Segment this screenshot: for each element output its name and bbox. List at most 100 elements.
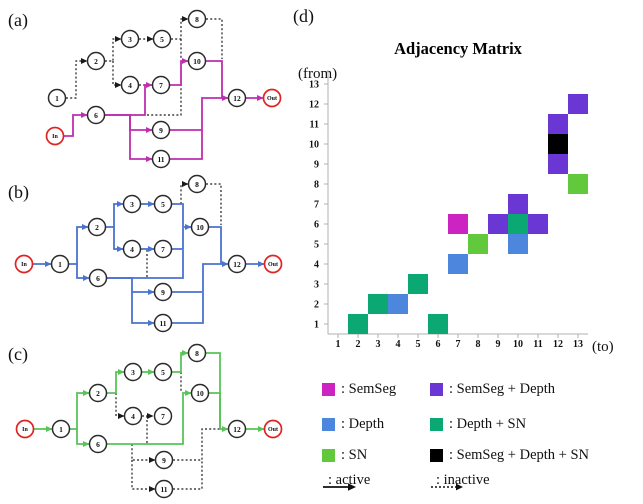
edge-5-10 [172,203,192,230]
node-4: 4 [123,406,143,426]
svg-text:8: 8 [195,349,199,358]
legend-label-sn: : SN [341,447,368,463]
x-tick-10: 10 [513,339,523,350]
node-In: In [15,419,35,439]
node-9: 9 [154,450,174,470]
edge-2-4 [115,393,125,419]
node-11: 11 [151,149,171,169]
edge-7-10 [172,228,184,250]
edge-6-10 [105,62,182,116]
y-tick-8: 8 [314,180,319,191]
y-tick-13: 13 [309,80,319,91]
x-tick-1: 1 [336,339,341,350]
to-axis-label: (to) [592,339,614,355]
edge-2-3 [107,369,125,394]
x-tick-11: 11 [533,339,542,350]
legend-label-depth: : Depth [341,416,385,432]
edge-5-8 [171,16,189,40]
edge-11-12 [173,461,203,490]
y-tick-11: 11 [310,120,319,131]
node-5: 5 [152,29,172,49]
node-1: 1 [47,88,67,108]
matrix-cell-11-12 [548,114,568,134]
legend-label-active: : active [328,472,371,488]
panel-label-b: (b) [8,182,29,203]
edge-10-12 [206,60,223,98]
svg-text:9: 9 [159,126,163,135]
node-Out: Out [263,419,283,439]
legend-item-semseg-depth-sn: : SemSeg + Depth + SN [430,447,589,464]
node-9: 9 [151,120,171,140]
node-6: 6 [88,434,108,454]
svg-text:6: 6 [96,440,100,449]
matrix-cell-6-9 [488,214,508,234]
node-7: 7 [153,406,173,426]
edge-1-2 [70,390,90,430]
x-tick-3: 3 [376,339,381,350]
node-1: 1 [51,419,71,439]
edge-8-12 [206,352,229,432]
node-1: 1 [50,254,70,274]
svg-text:7: 7 [161,245,165,254]
x-tick-6: 6 [436,339,441,350]
svg-text:In: In [21,262,27,268]
edge-1-6 [76,264,90,281]
legend-label-inactive: : inactive [436,472,490,488]
node-3: 3 [123,362,143,382]
y-tick-6: 6 [314,220,319,231]
x-tick-9: 9 [496,339,501,350]
legend-label-depth-sn: : Depth + SN [449,416,527,432]
edge-9-12 [173,428,223,461]
legend-item-semseg-depth: : SemSeg + Depth [430,381,555,398]
svg-text:12: 12 [233,425,241,434]
node-2: 2 [88,383,108,403]
y-tick-3: 3 [314,280,319,291]
depth-swatch [322,418,335,431]
svg-text:Out: Out [268,262,278,268]
edge-11-12 [172,293,204,324]
legend-item-active: : active [322,472,371,491]
node-7: 7 [151,75,171,95]
edge-5-8 [180,181,189,204]
node-10: 10 [187,51,207,71]
edge-9-12 [170,95,229,131]
svg-text:2: 2 [94,57,98,66]
matrix-cell-9-12 [548,154,568,174]
node-7: 7 [153,239,173,259]
y-tick-12: 12 [309,100,319,111]
panel-label-a: (a) [8,10,28,31]
svg-text:Out: Out [268,427,278,433]
node-11: 11 [153,313,173,333]
legend: : SemSeg : Depth : SN : SemSeg + Depth :… [290,368,643,504]
matrix-cell-2-3 [368,294,388,314]
matrix-cell-12-13 [568,94,588,114]
edge-2-3 [106,201,124,228]
sn-swatch [322,449,335,462]
legend-item-depth-sn: : Depth + SN [430,416,526,433]
node-12: 12 [227,419,247,439]
node-3: 3 [120,29,140,49]
svg-text:3: 3 [131,368,135,377]
semseg-depth-swatch [430,383,443,396]
svg-text:8: 8 [195,180,199,189]
edge-11-12 [170,130,203,160]
node-8: 8 [187,174,207,194]
svg-text:11: 11 [160,485,167,494]
svg-text:6: 6 [96,274,100,283]
x-tick-12: 12 [553,339,563,350]
edge-1-2 [69,224,89,265]
matrix-cell-8-13 [568,174,588,194]
edge-7-10 [170,58,189,86]
y-tick-10: 10 [309,140,319,151]
node-11: 11 [154,479,174,499]
edge-6-11 [131,460,156,492]
svg-text:2: 2 [95,223,99,232]
x-tick-5: 5 [416,339,421,350]
svg-text:1: 1 [58,260,62,269]
svg-text:7: 7 [159,81,163,90]
node-5: 5 [153,194,173,214]
matrix-cell-6-7 [448,214,468,234]
